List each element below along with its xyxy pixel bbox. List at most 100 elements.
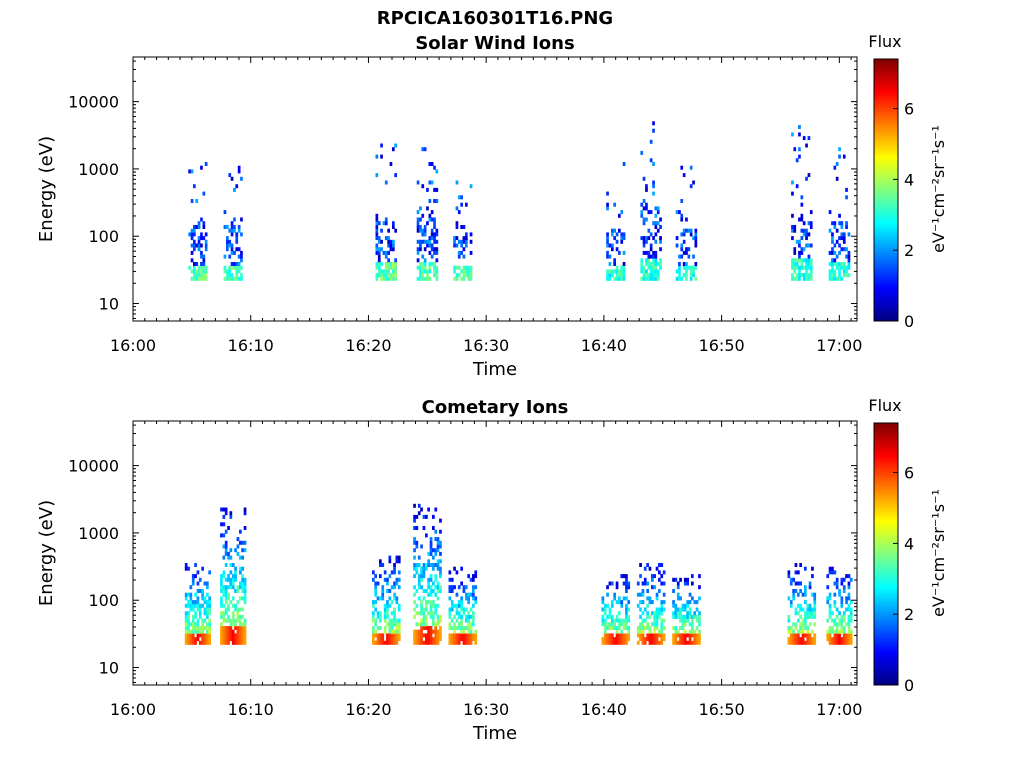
heatmap-cell [381,596,385,601]
heatmap-cell [813,596,817,601]
heatmap-cell [380,154,383,159]
heatmap-cell [194,614,197,619]
heatmap-cell [395,629,399,634]
heatmap-cell [191,600,195,605]
heatmap-cell [801,618,805,623]
heatmap-cell [457,611,461,616]
heatmap-cell [472,603,475,608]
heatmap-cell [474,596,478,601]
heatmap-cell [791,273,794,278]
y-tick-label: 10000 [68,457,119,476]
colorbar-segment [874,643,898,647]
heatmap-cell [826,585,830,590]
heatmap-cell [813,633,817,638]
heatmap-cell [230,232,234,237]
heatmap-cell [622,232,626,237]
heatmap-cell [413,607,416,612]
heatmap-cell [805,143,808,148]
heatmap-cell [642,176,646,181]
heatmap-cell [847,250,851,255]
colorbar-segment [874,171,898,175]
heatmap-cell [683,637,687,642]
heatmap-cell [190,236,194,241]
heatmap-cell [435,228,439,233]
heatmap-cell [434,611,438,616]
heatmap-cell [375,232,379,237]
colorbar-segment [874,87,898,91]
heatmap-cell [435,273,439,278]
heatmap-cell [660,581,664,586]
heatmap-cell [601,640,605,645]
heatmap-cell [642,236,646,241]
heatmap-cell [627,633,631,638]
heatmap-cell [448,614,452,619]
heatmap-cell [828,614,832,619]
heatmap-cell [642,250,646,255]
heatmap-cell [383,611,387,616]
heatmap-cell [658,607,661,612]
heatmap-cell [833,618,837,623]
heatmap-cell [648,637,652,642]
heatmap-cell [679,596,682,601]
heatmap-cell [642,217,646,222]
heatmap-cell [660,626,664,630]
heatmap-cell [430,180,434,185]
heatmap-cell [197,265,201,270]
heatmap-cell [460,603,463,608]
heatmap-cell [692,254,695,259]
heatmap-cell [425,614,428,619]
heatmap-cell [792,622,795,627]
heatmap-cell [694,276,698,281]
heatmap-cell [194,626,197,630]
heatmap-cell [615,585,619,590]
heatmap-cell [430,228,434,233]
heatmap-cell [243,637,247,642]
heatmap-cell [792,629,795,634]
heatmap-cell [835,276,839,281]
heatmap-cell [240,254,243,259]
heatmap-cell [230,273,234,278]
heatmap-cell [434,629,438,634]
heatmap-cell [799,581,802,586]
heatmap-cell [831,276,834,281]
heatmap-cell [196,626,200,630]
heatmap-cell [394,258,397,263]
heatmap-cell [243,622,247,627]
heatmap-cell [236,551,240,556]
heatmap-cell [847,629,851,634]
heatmap-cell [393,596,396,601]
heatmap-cell [389,273,393,278]
heatmap-cell [193,247,196,252]
heatmap-cell [433,250,436,255]
heatmap-cell [601,614,605,619]
heatmap-cell [625,640,628,645]
heatmap-cell [601,596,605,601]
heatmap-cell [802,273,806,278]
heatmap-cell [434,574,438,579]
heatmap-cell [393,611,396,616]
heatmap-cell [642,273,646,278]
heatmap-cell [228,254,232,259]
heatmap-cell [795,265,799,270]
heatmap-cell [439,629,442,634]
colorbar-segment [874,268,898,272]
heatmap-cell [656,269,660,274]
heatmap-cell [429,548,433,553]
heatmap-cell [680,213,684,218]
heatmap-cell [397,559,401,564]
heatmap-cell [236,600,240,605]
x-tick-label: 17:00 [816,700,862,719]
heatmap-cell [462,626,466,630]
heatmap-cell [388,603,392,608]
heatmap-cell [802,136,806,141]
heatmap-cell [795,258,799,263]
heatmap-cell [453,276,456,281]
y-tick-label: 100 [88,227,119,246]
heatmap-cell [840,247,844,252]
heatmap-cell [845,265,848,270]
heatmap-cell [672,589,675,593]
heatmap-cell [392,265,395,270]
heatmap-cell [376,633,380,638]
heatmap-cell [799,603,802,608]
heatmap-cell [467,265,470,270]
